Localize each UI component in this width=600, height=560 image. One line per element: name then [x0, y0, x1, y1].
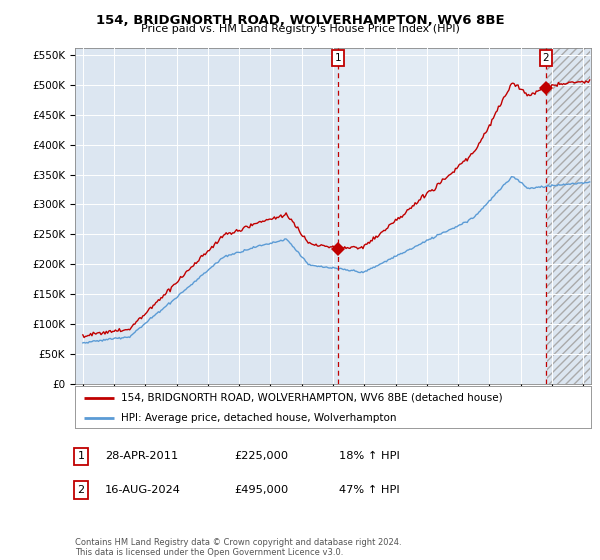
- Text: 154, BRIDGNORTH ROAD, WOLVERHAMPTON, WV6 8BE (detached house): 154, BRIDGNORTH ROAD, WOLVERHAMPTON, WV6…: [121, 393, 503, 403]
- Text: 2: 2: [542, 53, 549, 63]
- Text: 28-APR-2011: 28-APR-2011: [105, 451, 178, 461]
- Text: 47% ↑ HPI: 47% ↑ HPI: [339, 485, 400, 495]
- Text: 2: 2: [77, 485, 85, 495]
- Text: Price paid vs. HM Land Registry's House Price Index (HPI): Price paid vs. HM Land Registry's House …: [140, 24, 460, 34]
- Text: 18% ↑ HPI: 18% ↑ HPI: [339, 451, 400, 461]
- Text: 154, BRIDGNORTH ROAD, WOLVERHAMPTON, WV6 8BE: 154, BRIDGNORTH ROAD, WOLVERHAMPTON, WV6…: [95, 14, 505, 27]
- Text: £495,000: £495,000: [234, 485, 288, 495]
- Text: Contains HM Land Registry data © Crown copyright and database right 2024.
This d: Contains HM Land Registry data © Crown c…: [75, 538, 401, 557]
- Text: £225,000: £225,000: [234, 451, 288, 461]
- Text: 16-AUG-2024: 16-AUG-2024: [105, 485, 181, 495]
- Text: HPI: Average price, detached house, Wolverhampton: HPI: Average price, detached house, Wolv…: [121, 413, 397, 423]
- Text: 1: 1: [335, 53, 341, 63]
- Text: 1: 1: [77, 451, 85, 461]
